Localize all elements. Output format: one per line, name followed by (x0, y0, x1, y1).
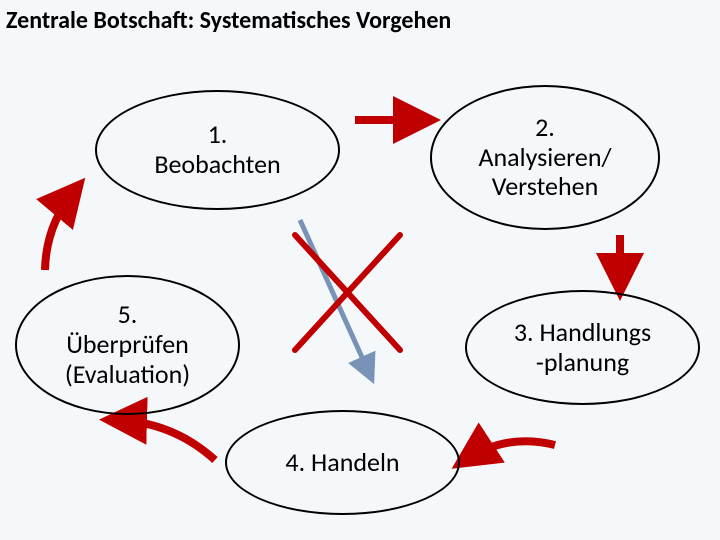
node-label-n3: 3. Handlungs -planung (514, 318, 651, 378)
node-label-n5: 5. Überprüfen (Evaluation) (65, 300, 190, 390)
page-title: Zentrale Botschaft: Systematisches Vorge… (6, 6, 451, 35)
title-text: Zentrale Botschaft: Systematisches Vorge… (6, 6, 451, 35)
node-n3: 3. Handlungs -planung (465, 290, 700, 405)
node-label-n2: 2. Analysieren/ Verstehen (478, 113, 611, 203)
blocked-arrow (300, 220, 370, 375)
node-label-n1: 1. Beobachten (154, 120, 280, 180)
arrow-n3-n4 (465, 441, 555, 460)
arrow-n5-n1 (45, 190, 75, 270)
cross-line-1 (295, 235, 400, 350)
node-n2: 2. Analysieren/ Verstehen (430, 85, 660, 230)
node-n1: 1. Beobachten (95, 90, 340, 210)
arrow-n4-n5 (115, 420, 215, 460)
node-n5: 5. Überprüfen (Evaluation) (15, 275, 240, 415)
node-n4: 4. Handeln (225, 410, 460, 515)
node-label-n4: 4. Handeln (285, 448, 399, 478)
cross-line-2 (295, 235, 400, 350)
cross-group (295, 220, 400, 375)
